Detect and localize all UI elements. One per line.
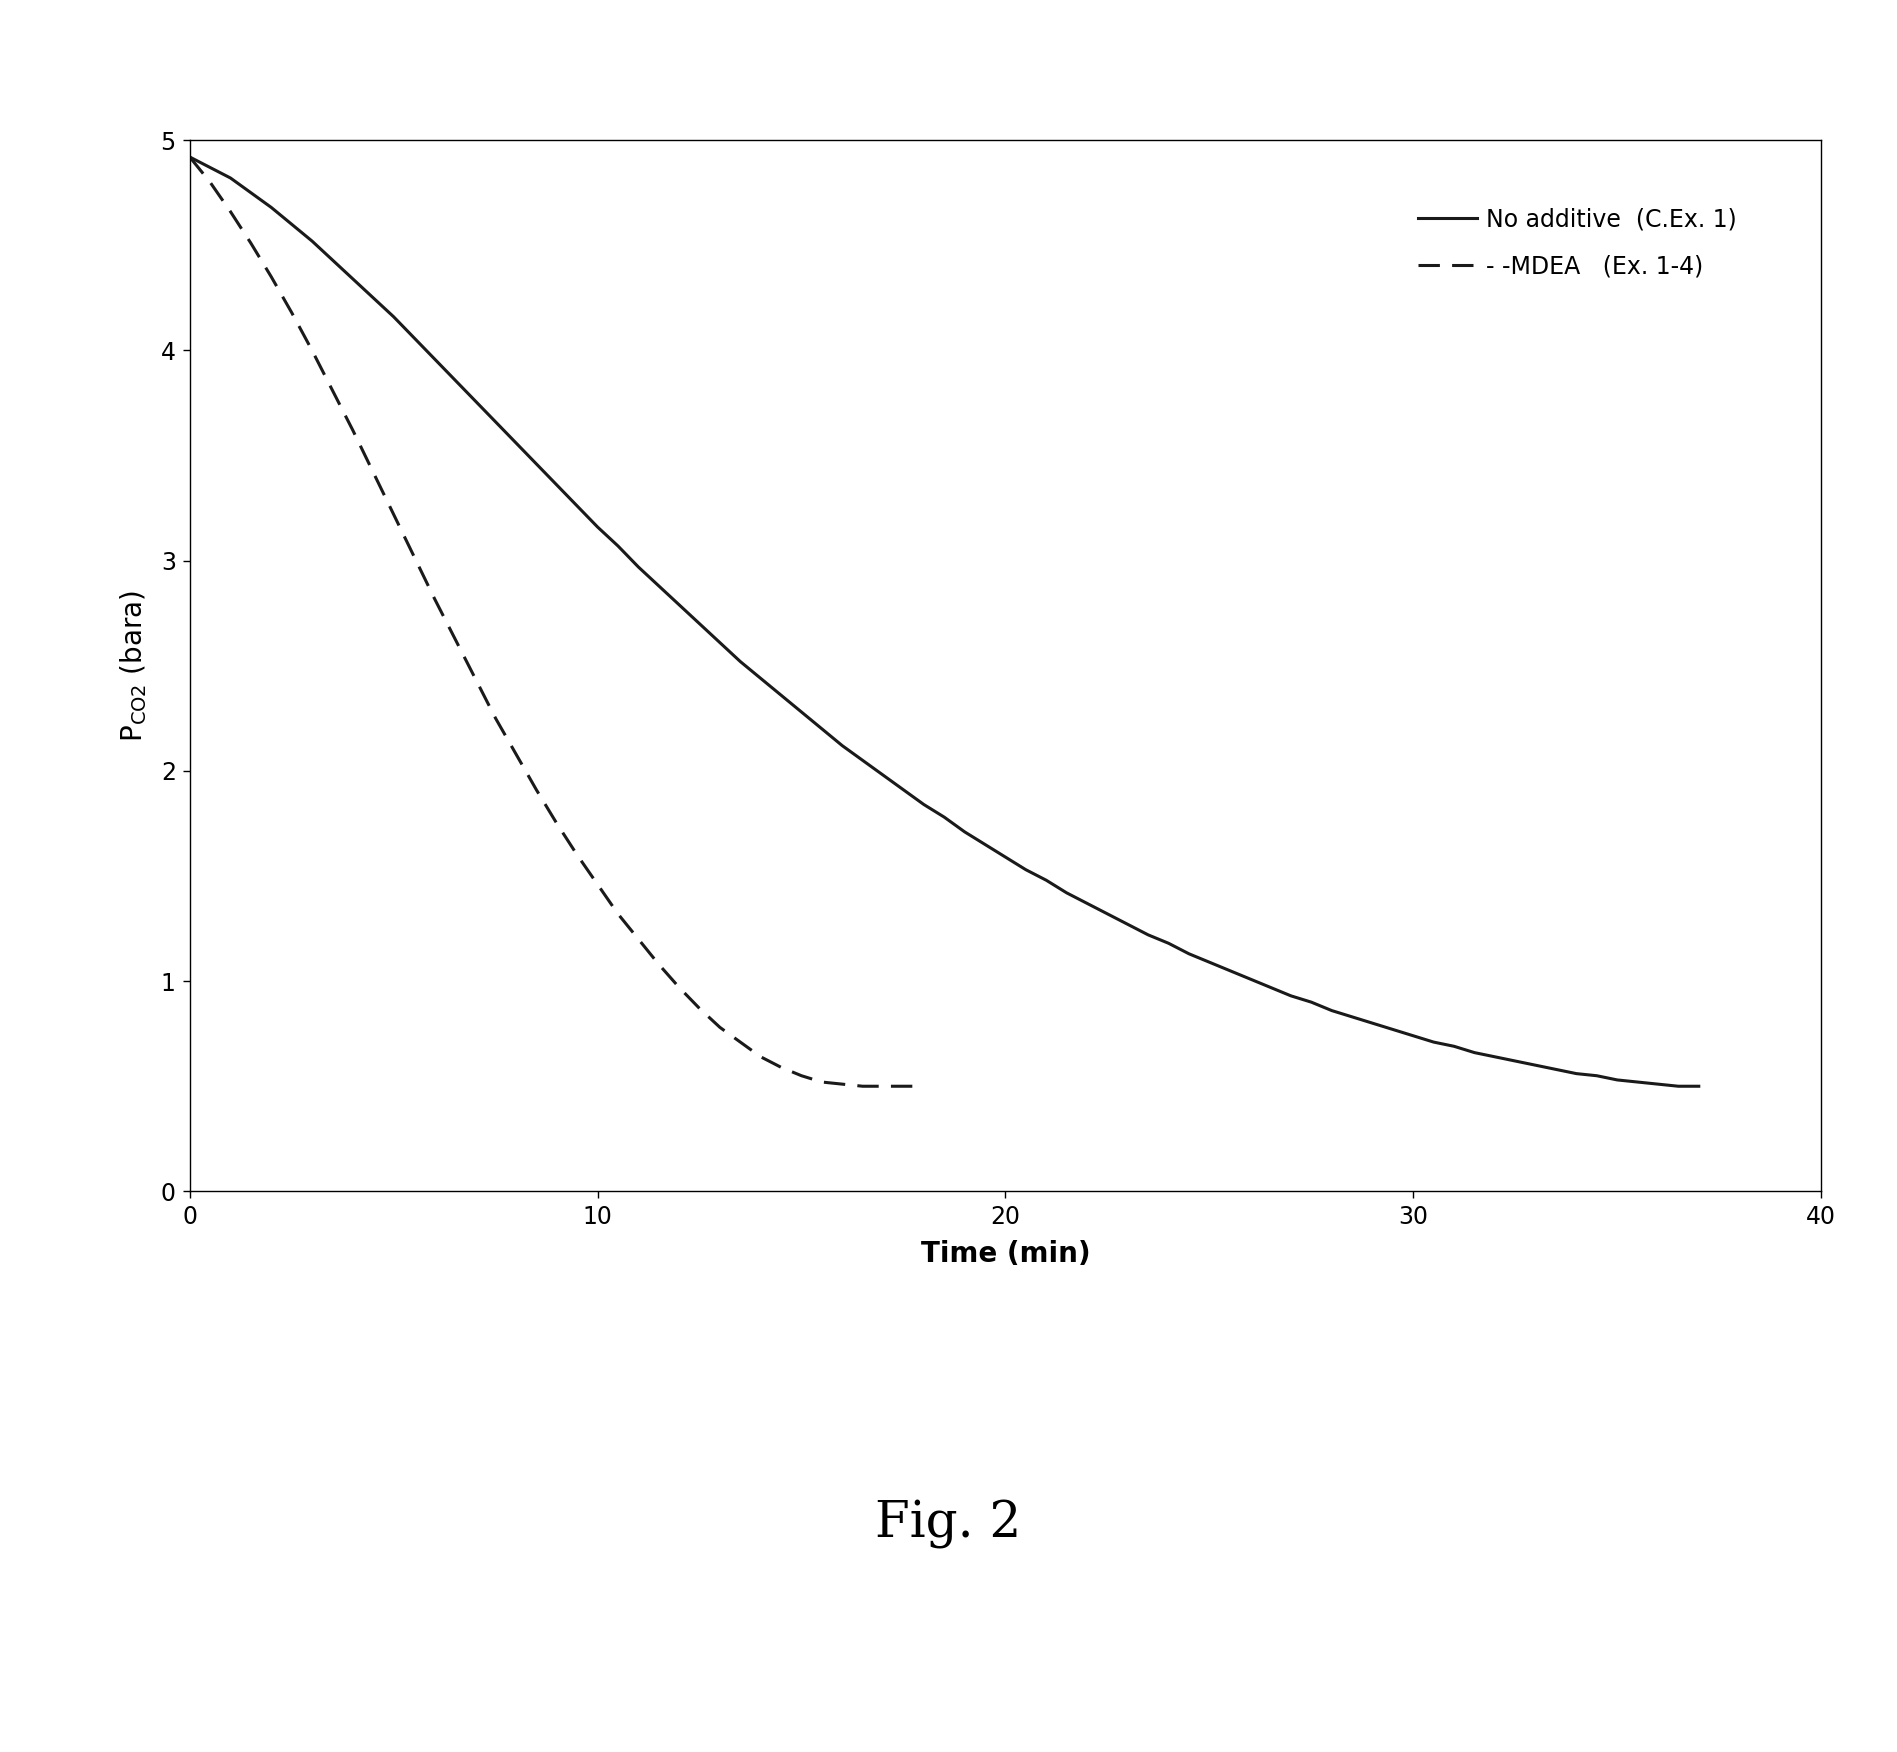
- -MDEA   (Ex. 1-4)	[341, 420, 364, 442]
- -MDEA   (Ex. 1-4)	[873, 1076, 895, 1097]
- -MDEA   (Ex. 1-4)	[260, 266, 283, 287]
- -MDEA   (Ex. 1-4)	[810, 1072, 833, 1093]
No additive  (C.Ex. 1)	[178, 147, 201, 168]
No additive  (C.Ex. 1)	[1525, 1055, 1548, 1076]
- -MDEA   (Ex. 1-4)	[281, 301, 304, 322]
- -MDEA   (Ex. 1-4)	[749, 1046, 772, 1067]
No additive  (C.Ex. 1)	[1320, 1000, 1343, 1021]
No additive  (C.Ex. 1)	[1423, 1032, 1446, 1053]
- -MDEA   (Ex. 1-4)	[546, 813, 569, 834]
Legend: No additive  (C.Ex. 1), - -MDEA   (Ex. 1-4): No additive (C.Ex. 1), - -MDEA (Ex. 1-4)	[1394, 184, 1760, 303]
Y-axis label: P$_{\mathregular{CO2}}$ (bara): P$_{\mathregular{CO2}}$ (bara)	[120, 590, 150, 741]
- -MDEA   (Ex. 1-4)	[505, 743, 527, 764]
- -MDEA   (Ex. 1-4)	[709, 1016, 732, 1037]
- -MDEA   (Ex. 1-4)	[484, 708, 506, 729]
No additive  (C.Ex. 1)	[1688, 1076, 1711, 1097]
- -MDEA   (Ex. 1-4)	[178, 147, 201, 168]
- -MDEA   (Ex. 1-4)	[444, 627, 467, 648]
- -MDEA   (Ex. 1-4)	[402, 547, 425, 568]
- -MDEA   (Ex. 1-4)	[831, 1074, 854, 1095]
Line: No additive  (C.Ex. 1): No additive (C.Ex. 1)	[190, 158, 1700, 1086]
- -MDEA   (Ex. 1-4)	[852, 1076, 875, 1097]
- -MDEA   (Ex. 1-4)	[463, 668, 486, 689]
- -MDEA   (Ex. 1-4)	[220, 201, 243, 223]
No additive  (C.Ex. 1)	[1362, 1013, 1385, 1034]
- -MDEA   (Ex. 1-4)	[728, 1032, 751, 1053]
- -MDEA   (Ex. 1-4)	[525, 780, 548, 801]
- -MDEA   (Ex. 1-4)	[607, 904, 630, 925]
- -MDEA   (Ex. 1-4)	[770, 1056, 793, 1077]
- -MDEA   (Ex. 1-4)	[362, 463, 385, 484]
- -MDEA   (Ex. 1-4)	[565, 844, 588, 865]
- -MDEA   (Ex. 1-4)	[647, 953, 670, 974]
- -MDEA   (Ex. 1-4)	[383, 505, 406, 526]
- -MDEA   (Ex. 1-4)	[302, 340, 324, 361]
- -MDEA   (Ex. 1-4)	[199, 172, 222, 193]
X-axis label: Time (min): Time (min)	[920, 1240, 1091, 1268]
- -MDEA   (Ex. 1-4)	[321, 380, 343, 401]
Line: - -MDEA   (Ex. 1-4): - -MDEA (Ex. 1-4)	[190, 158, 924, 1086]
- -MDEA   (Ex. 1-4)	[912, 1076, 935, 1097]
- -MDEA   (Ex. 1-4)	[668, 978, 691, 999]
- -MDEA   (Ex. 1-4)	[689, 999, 711, 1020]
No additive  (C.Ex. 1)	[1667, 1076, 1690, 1097]
- -MDEA   (Ex. 1-4)	[423, 589, 446, 610]
- -MDEA   (Ex. 1-4)	[626, 929, 649, 950]
- -MDEA   (Ex. 1-4)	[586, 874, 609, 895]
- -MDEA   (Ex. 1-4)	[791, 1065, 814, 1086]
Text: Fig. 2: Fig. 2	[875, 1500, 1022, 1549]
No additive  (C.Ex. 1)	[302, 231, 324, 252]
- -MDEA   (Ex. 1-4)	[892, 1076, 914, 1097]
No additive  (C.Ex. 1)	[1381, 1020, 1404, 1041]
- -MDEA   (Ex. 1-4)	[239, 233, 262, 254]
